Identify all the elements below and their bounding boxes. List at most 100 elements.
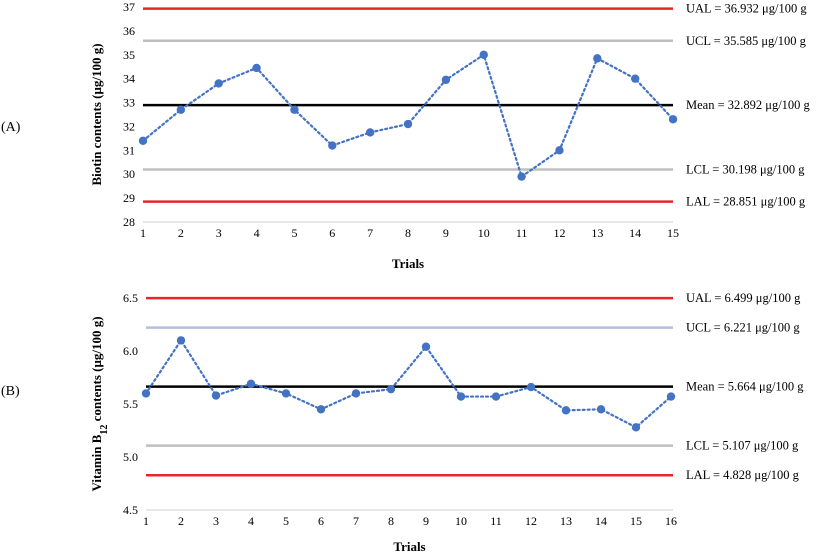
data-point bbox=[630, 74, 640, 83]
x-tick-label: 3 bbox=[216, 226, 222, 240]
y-tick-label: 31 bbox=[123, 143, 135, 157]
x-tick-label: 8 bbox=[388, 514, 394, 528]
reference-line-label: LAL = 4.828 μg/100 g bbox=[686, 468, 800, 482]
x-tick-label: 12 bbox=[525, 514, 537, 528]
y-tick-label: 37 bbox=[123, 0, 135, 14]
x-tick-label: 10 bbox=[478, 226, 490, 240]
x-tick-label: 11 bbox=[490, 514, 502, 528]
reference-line-label: UAL = 6.499 μg/100 g bbox=[686, 291, 801, 305]
data-point bbox=[421, 342, 431, 351]
x-tick-label: 2 bbox=[178, 514, 184, 528]
y-axis-title-part: contents (μg/100 g) bbox=[89, 316, 104, 424]
x-tick-label: 1 bbox=[143, 514, 149, 528]
y-axis-title: Vitamin B12 contents (μg/100 g) bbox=[89, 316, 110, 491]
data-point bbox=[281, 389, 291, 398]
data-point bbox=[328, 141, 337, 150]
data-point bbox=[403, 119, 413, 129]
x-tick-label: 7 bbox=[353, 514, 359, 528]
x-tick-label: 9 bbox=[423, 514, 429, 528]
x-tick-label: 13 bbox=[560, 514, 572, 528]
data-point bbox=[176, 105, 186, 114]
data-point bbox=[593, 54, 602, 63]
data-point bbox=[214, 79, 223, 88]
reference-line-label: UAL = 36.932 μg/100 g bbox=[686, 2, 807, 16]
x-tick-label: 3 bbox=[213, 514, 219, 528]
data-point bbox=[441, 75, 451, 85]
x-tick-label: 11 bbox=[516, 226, 528, 240]
data-point bbox=[176, 336, 186, 345]
x-tick-label: 10 bbox=[455, 514, 467, 528]
y-tick-label: 5.5 bbox=[123, 397, 138, 411]
x-tick-label: 6 bbox=[329, 226, 335, 240]
data-point bbox=[631, 423, 641, 432]
y-tick-label: 5.0 bbox=[123, 450, 138, 464]
x-tick-label: 14 bbox=[595, 514, 607, 528]
y-tick-label: 29 bbox=[123, 191, 135, 205]
data-point bbox=[517, 172, 526, 181]
reference-line-label: Mean = 32.892 μg/100 g bbox=[686, 98, 811, 112]
data-point bbox=[479, 50, 488, 59]
y-tick-label: 32 bbox=[123, 119, 135, 133]
x-axis-title: Trials bbox=[392, 256, 424, 271]
series-line bbox=[144, 338, 673, 429]
chart-panel-b: 4.55.05.56.06.51 2 3 4 5 6 7 8 9 10 11 12 13 14 15 16UA… bbox=[1, 291, 804, 554]
x-tick-label: 14 bbox=[629, 226, 641, 240]
data-point bbox=[491, 392, 501, 401]
data-point bbox=[386, 384, 396, 394]
data-point bbox=[252, 63, 261, 73]
x-tick-label: 7 bbox=[367, 226, 373, 240]
x-tick-label: 9 bbox=[443, 226, 449, 240]
x-tick-label: 15 bbox=[630, 514, 642, 528]
y-tick-label: 33 bbox=[123, 96, 135, 110]
data-point bbox=[668, 115, 678, 124]
x-tick-label: 8 bbox=[405, 226, 411, 240]
y-axis-title-part: Vitamin B bbox=[89, 434, 104, 491]
data-point bbox=[456, 392, 466, 401]
data-point bbox=[526, 382, 536, 392]
reference-line-label: Mean = 5.664 μg/100 g bbox=[686, 380, 804, 394]
data-point bbox=[316, 405, 326, 414]
data-point bbox=[246, 379, 256, 389]
data-point bbox=[596, 405, 606, 414]
x-axis-title: Trials bbox=[393, 539, 425, 554]
x-tick-label: 6 bbox=[318, 514, 324, 528]
data-point bbox=[351, 389, 361, 398]
y-tick-label: 6.0 bbox=[123, 344, 138, 358]
reference-line-label: UCL = 6.221 μg/100 g bbox=[686, 321, 800, 335]
y-tick-label: 35 bbox=[123, 48, 135, 62]
x-tick-label: 5 bbox=[291, 226, 297, 240]
y-tick-label: 36 bbox=[123, 24, 135, 38]
reference-line-label: UCL = 35.585 μg/100 g bbox=[686, 34, 807, 48]
x-tick-label: 16 bbox=[665, 514, 677, 528]
y-tick-label: 30 bbox=[123, 167, 135, 181]
data-point bbox=[211, 391, 221, 400]
x-tick-label: 5 bbox=[283, 514, 289, 528]
y-tick-label: 6.5 bbox=[123, 291, 138, 305]
x-tick-label: 1 bbox=[140, 226, 146, 240]
y-axis-title-subscript: 12 bbox=[99, 425, 110, 435]
reference-line-label: LAL = 28.851 μg/100 g bbox=[686, 195, 806, 209]
data-point bbox=[666, 392, 676, 401]
data-point bbox=[561, 406, 571, 415]
y-tick-label: 28 bbox=[123, 215, 135, 229]
data-point bbox=[141, 389, 151, 398]
panel-label: (B) bbox=[1, 384, 20, 399]
data-point bbox=[365, 128, 375, 137]
x-tick-label: 4 bbox=[254, 226, 260, 240]
x-tick-label: 12 bbox=[553, 226, 565, 240]
data-point bbox=[555, 146, 564, 155]
y-axis-title: Biotin contents (μg/100 g) bbox=[89, 43, 104, 185]
data-point bbox=[138, 136, 148, 145]
series-line bbox=[141, 53, 675, 179]
x-tick-label: 15 bbox=[667, 226, 679, 240]
x-tick-label: 2 bbox=[178, 226, 184, 240]
panel-label: (A) bbox=[1, 120, 21, 135]
x-tick-label: 4 bbox=[248, 514, 254, 528]
data-point bbox=[290, 105, 299, 114]
y-tick-label: 34 bbox=[123, 72, 135, 86]
reference-line-label: LCL = 5.107 μg/100 g bbox=[686, 439, 799, 453]
y-tick-label: 4.5 bbox=[123, 503, 138, 517]
x-tick-label: 13 bbox=[591, 226, 603, 240]
